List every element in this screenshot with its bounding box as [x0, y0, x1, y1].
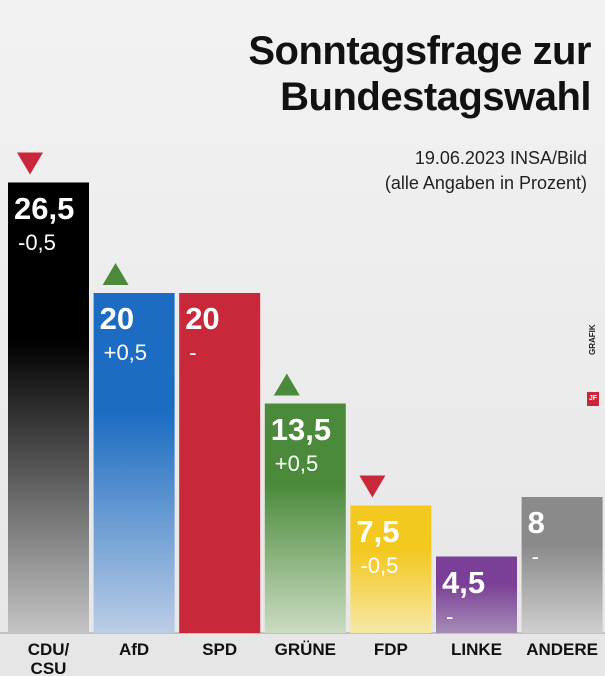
- x-tick-label: CDU/ CSU: [27, 640, 70, 676]
- subtitle-line: (alle Angaben in Prozent): [384, 173, 587, 193]
- value-label: 7,5: [356, 513, 400, 549]
- subtitle-line: 19.06.2023 INSA/Bild: [414, 148, 587, 168]
- subtitle: 19.06.2023 INSA/Bild (alle Angaben in Pr…: [385, 146, 587, 196]
- change-label: -0,5: [18, 229, 56, 255]
- x-tick-label: FDP: [373, 640, 408, 659]
- value-label: 26,5: [14, 190, 75, 226]
- change-label: +0,5: [274, 450, 319, 476]
- x-tick-label: ANDERE: [526, 640, 598, 659]
- change-label: -: [446, 603, 454, 629]
- value-label: 8: [527, 505, 545, 540]
- bar: [264, 403, 346, 633]
- bar: [93, 293, 175, 633]
- bar: [8, 182, 89, 633]
- change-label: -0,5: [360, 552, 399, 578]
- x-tick-label: LINKE: [451, 640, 502, 659]
- value-label: 13,5: [270, 411, 332, 447]
- x-tick-label: SPD: [202, 640, 238, 659]
- x-tick-label: GRÜNE: [274, 640, 336, 659]
- change-label: -: [189, 340, 197, 365]
- value-label: 20: [185, 301, 220, 336]
- x-tick-label: AfD: [118, 640, 150, 659]
- bar: [436, 556, 517, 633]
- change-label: +0,5: [103, 340, 148, 365]
- bar: [521, 497, 603, 633]
- change-arrow: [359, 475, 386, 498]
- bar: [179, 293, 261, 633]
- value-label: 4,5: [442, 564, 486, 600]
- bar: [350, 505, 432, 633]
- change-label: -: [531, 544, 539, 569]
- change-arrow: [17, 152, 43, 175]
- chart-title: Sonntagsfrage zur Bundestagswahl: [248, 29, 591, 119]
- change-arrow: [273, 373, 300, 396]
- value-label: 20: [99, 301, 135, 336]
- source-tag: JF: [587, 392, 599, 406]
- change-arrow: [102, 263, 129, 285]
